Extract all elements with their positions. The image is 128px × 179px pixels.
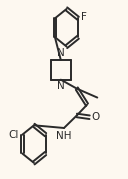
Text: N: N xyxy=(57,48,65,58)
Text: F: F xyxy=(81,13,87,22)
Text: O: O xyxy=(92,112,100,122)
Text: N: N xyxy=(57,81,65,91)
Text: Cl: Cl xyxy=(9,130,19,140)
Text: NH: NH xyxy=(56,131,71,141)
